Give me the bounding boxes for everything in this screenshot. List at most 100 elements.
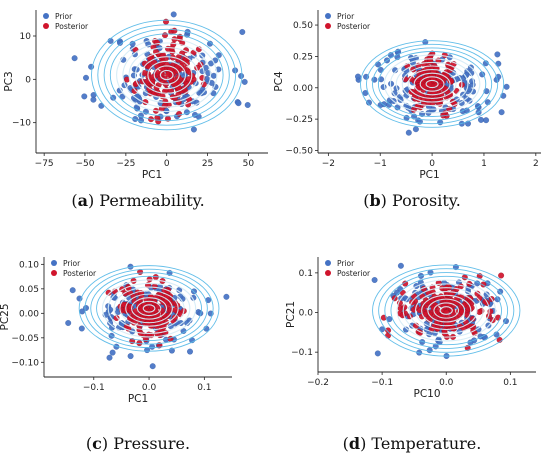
- contour-line: [384, 272, 509, 349]
- y-tick-label: −0.10: [11, 358, 39, 368]
- contour-line: [433, 302, 460, 319]
- contour-line: [402, 283, 490, 338]
- legend-marker-prior: [325, 260, 331, 266]
- legend-label-prior: Prior: [337, 259, 355, 268]
- caption-text: Porosity.: [392, 191, 461, 210]
- contour-line: [425, 79, 439, 89]
- data-point-prior: [241, 78, 248, 85]
- data-point-posterior: [131, 87, 138, 94]
- x-tick-label: −25: [116, 159, 135, 169]
- x-tick-label: −2: [322, 159, 335, 169]
- contour-line: [96, 275, 203, 341]
- y-axis-label: PC21: [285, 301, 297, 328]
- data-point-prior: [71, 55, 78, 62]
- data-point-prior: [109, 349, 116, 356]
- data-point-prior: [78, 325, 85, 332]
- contour-line: [396, 279, 496, 342]
- data-point-posterior: [105, 289, 112, 296]
- contour-line: [439, 306, 453, 315]
- legend-marker-prior: [43, 13, 49, 19]
- y-axis-label: PC4: [273, 71, 285, 92]
- panel-d: −0.2 −0.1 0.0 0.1 −0.1 0.0 0.1 PC10 PC21 PriorPos…: [285, 257, 536, 453]
- y-tick-label: −0.50: [285, 146, 313, 156]
- density-contours: [91, 19, 243, 131]
- data-point-prior: [483, 117, 490, 124]
- data-point-prior: [69, 287, 76, 294]
- contour-line: [134, 51, 199, 99]
- legend-marker-posterior: [325, 270, 331, 276]
- data-point-posterior: [154, 39, 161, 46]
- contour-line: [366, 43, 499, 125]
- contour-line: [395, 61, 469, 107]
- data-point-prior: [366, 99, 372, 106]
- data-point-posterior: [113, 315, 120, 321]
- contour-line: [421, 294, 472, 327]
- data-point-prior: [503, 83, 510, 90]
- contour-line: [109, 33, 224, 117]
- x-tick-label: 2: [533, 159, 539, 169]
- legend-label-prior: Prior: [55, 12, 73, 21]
- caption-paren-close: ): [88, 191, 99, 210]
- contour-line: [136, 300, 162, 317]
- contour-line: [153, 65, 180, 85]
- legend-label-posterior: Posterior: [337, 269, 371, 278]
- panel-a: −75 −50 −25 0 25 50 −10 0 10 PC1 PC3 PriorPosterior…: [3, 10, 268, 210]
- data-point-prior: [244, 102, 251, 108]
- data-point-prior: [83, 74, 89, 81]
- contour-line: [372, 47, 493, 121]
- y-axis-label: PC3: [3, 71, 15, 91]
- y-tick-label: 0.00: [293, 84, 313, 94]
- data-point-prior: [388, 80, 395, 87]
- data-point-posterior: [148, 293, 155, 300]
- x-tick-label: 25: [202, 159, 213, 169]
- caption-text: Permeability.: [99, 191, 204, 210]
- contour-line: [389, 58, 475, 110]
- legend-marker-prior: [325, 13, 331, 19]
- data-point-posterior: [487, 308, 494, 315]
- y-tick-label: 0: [25, 75, 31, 85]
- x-tick-label: −0.2: [307, 378, 329, 388]
- contour-line: [125, 293, 173, 324]
- caption-paren-close: ): [360, 434, 371, 453]
- legend-label-posterior: Posterior: [337, 22, 371, 31]
- caption-letter: c: [92, 434, 102, 453]
- contour-line: [119, 290, 179, 327]
- data-point-prior: [81, 93, 88, 100]
- y-tick-label: 0.1: [299, 269, 313, 279]
- legend-marker-prior: [51, 260, 57, 266]
- data-point-prior: [190, 126, 197, 133]
- data-point-prior: [110, 94, 117, 101]
- x-tick-label: −0.1: [83, 383, 105, 393]
- contour-line: [91, 19, 243, 131]
- caption-paren-close: ): [381, 191, 392, 210]
- density-contours: [78, 265, 220, 352]
- y-axis-label: PC25: [0, 303, 11, 330]
- y-tick-label: 0.00: [19, 309, 39, 319]
- contour-line: [78, 265, 220, 352]
- legend-label-prior: Prior: [337, 12, 355, 21]
- data-point-prior: [238, 73, 245, 79]
- contour-line: [101, 279, 197, 338]
- contour-line: [103, 28, 230, 122]
- panel-caption: (c) Pressure.: [86, 434, 190, 453]
- x-axis-label: PC1: [128, 393, 148, 405]
- x-tick-label: 0.0: [439, 378, 454, 388]
- data-point-posterior: [164, 61, 170, 68]
- contour-line: [413, 72, 451, 96]
- data-point-posterior: [146, 276, 153, 283]
- data-point-prior: [90, 96, 97, 103]
- data-point-prior: [144, 347, 151, 354]
- panel-caption: (d) Temperature.: [343, 434, 482, 453]
- caption-text: Temperature.: [371, 434, 481, 453]
- data-point-posterior: [155, 118, 162, 125]
- x-axis-label: PC1: [142, 169, 162, 181]
- y-tick-label: 0.25: [293, 52, 313, 62]
- data-point-prior: [498, 109, 505, 116]
- caption-letter: d: [349, 434, 360, 453]
- data-point-prior: [223, 293, 230, 300]
- caption-paren-open: (: [343, 434, 349, 453]
- y-tick-label: 0.10: [19, 260, 39, 270]
- data-point-posterior: [131, 298, 138, 305]
